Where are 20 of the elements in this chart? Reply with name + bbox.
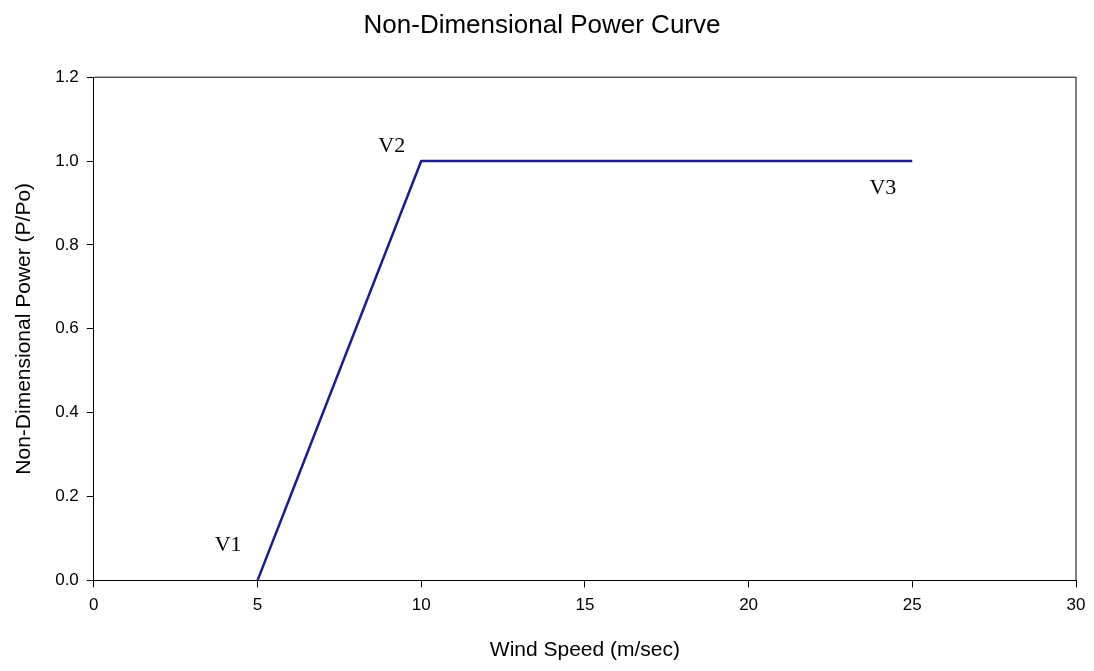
annotation: V2 — [378, 131, 406, 157]
y-tick-label: 1.2 — [55, 66, 79, 86]
y-tick-label: 0.2 — [55, 486, 79, 506]
annotation: V1 — [214, 531, 242, 557]
x-tick-label: 0 — [89, 595, 99, 615]
y-tick-label: 1.0 — [55, 150, 79, 170]
y-tick-label: 0.0 — [55, 570, 79, 590]
y-tick-label: 0.4 — [55, 402, 79, 422]
x-tick-label: 20 — [739, 595, 759, 615]
x-tick-label: 15 — [575, 595, 595, 615]
x-tick-label: 10 — [411, 595, 431, 615]
x-tick-label: 5 — [252, 595, 263, 615]
y-tick-label: 0.6 — [55, 318, 79, 338]
chart-title: Non-Dimensional Power Curve — [363, 8, 721, 39]
y-axis-title: Non-Dimensional Power (P/Po) — [11, 182, 35, 475]
y-tick-label: 0.8 — [55, 234, 79, 254]
x-tick-label: 25 — [902, 595, 922, 615]
x-tick-label: 30 — [1066, 595, 1086, 615]
annotation: V3 — [869, 173, 897, 199]
x-axis-title: Wind Speed (m/sec) — [489, 637, 681, 661]
